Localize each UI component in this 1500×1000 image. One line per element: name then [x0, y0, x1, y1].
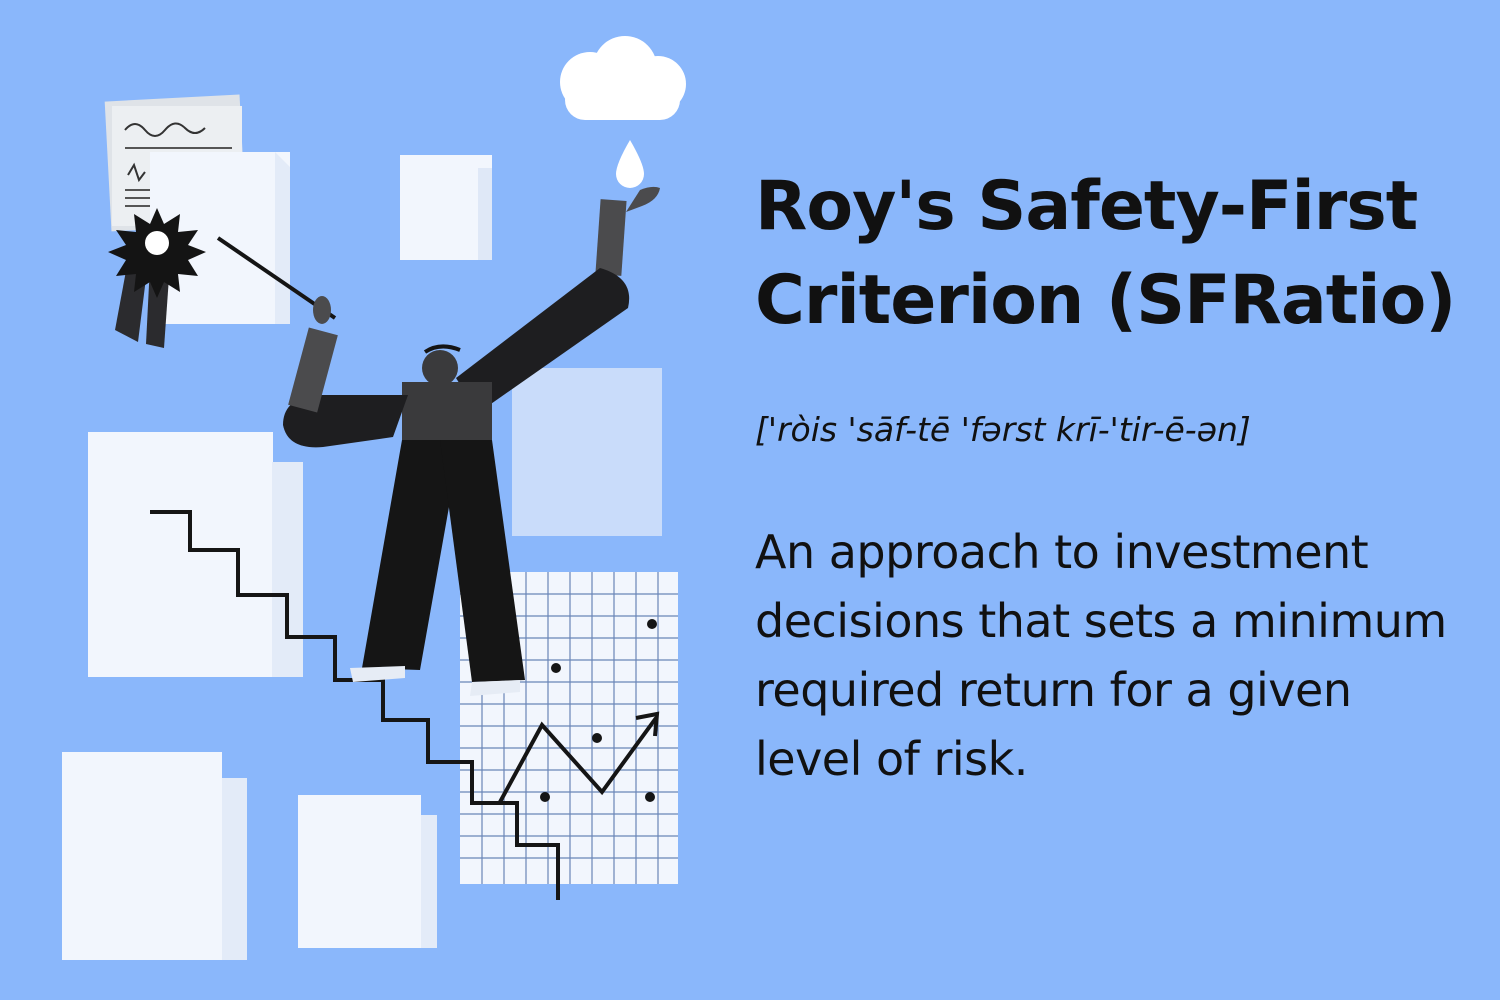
person-figure	[283, 186, 660, 696]
illustration	[62, 36, 686, 960]
definition-text: An approach to investment decisions that…	[755, 525, 1447, 786]
paper-light-right	[512, 368, 662, 536]
water-drop-icon	[616, 140, 644, 188]
paper-large-left	[88, 432, 303, 677]
page-title: Roy's Safety-First Criterion (SFRatio)	[755, 160, 1475, 348]
paper-bottom-left	[62, 752, 247, 960]
pronunciation: ['ròis 'sāf-tē 'fərst krī-'tir-ē-ən]	[755, 410, 1251, 449]
cloud-icon	[560, 36, 686, 120]
award-rosette-icon	[108, 208, 206, 348]
trend-arrow-icon	[498, 711, 660, 803]
title-line-1: Roy's Safety-First	[755, 167, 1418, 246]
text-panel: Roy's Safety-First Criterion (SFRatio) […	[755, 160, 1475, 794]
paper-small-top	[400, 155, 492, 260]
title-line-2: Criterion (SFRatio)	[755, 261, 1456, 340]
paper-bottom-middle	[298, 795, 437, 948]
staircase-icon	[150, 510, 560, 900]
